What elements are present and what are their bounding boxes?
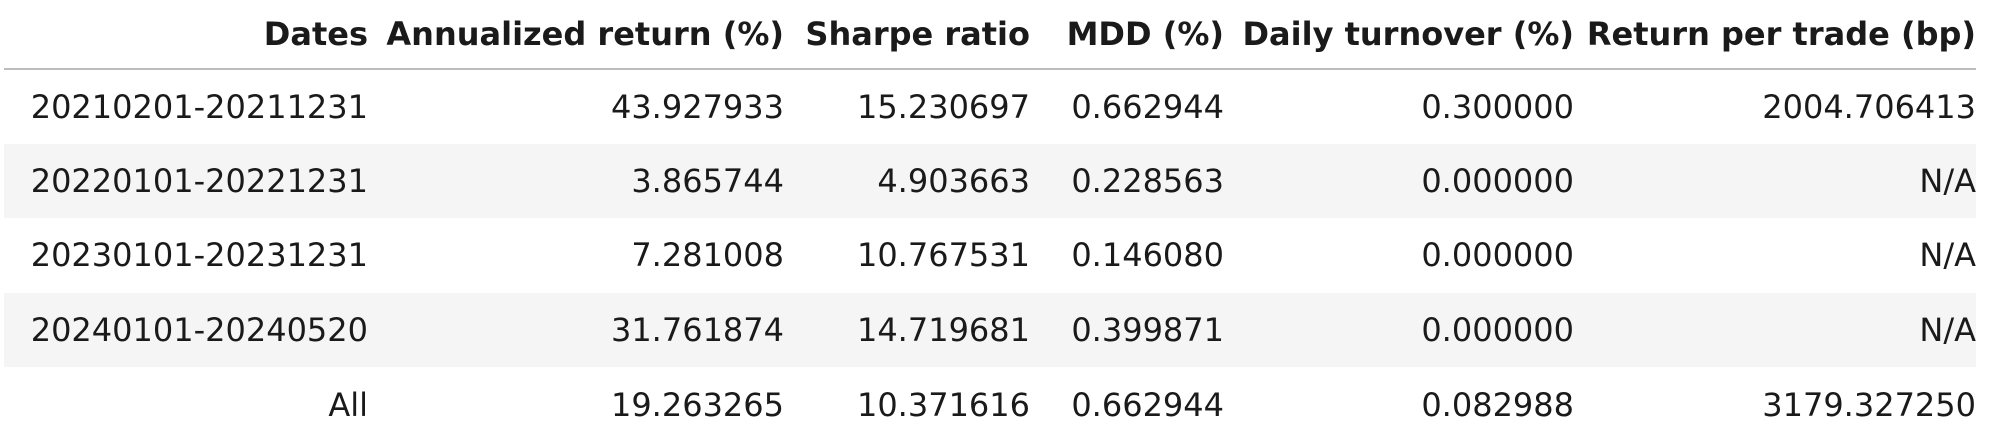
cell-sharpe-ratio: 10.371616 [856,385,1030,424]
cell-return-per-trade: N/A [1919,161,1976,200]
cell-mdd: 0.662944 [1071,87,1224,126]
header-annualized-return: Annualized return (%) [368,0,784,70]
header-daily-turnover: Daily turnover (%) [1224,0,1574,70]
cell-daily-turnover: 0.082988 [1421,385,1574,424]
table-body: 20210201-20211231 43.927933 15.230697 0.… [4,69,1976,442]
cell-return-per-trade: N/A [1919,311,1976,350]
cell-dates: All [328,385,368,424]
header-sharpe-ratio: Sharpe ratio [784,0,1030,70]
cell-annualized-return: 19.263265 [610,385,784,424]
cell-dates: 20230101-20231231 [30,236,368,275]
cell-daily-turnover: 0.000000 [1421,236,1574,275]
cell-dates: 20220101-20221231 [30,161,368,200]
table-header: Dates Annualized return (%) Sharpe ratio… [4,0,1976,70]
cell-mdd: 0.228563 [1071,161,1224,200]
cell-mdd: 0.399871 [1071,311,1224,350]
table-row: 20210201-20211231 43.927933 15.230697 0.… [4,69,1976,144]
cell-dates: 20210201-20211231 [30,87,368,126]
cell-daily-turnover: 0.000000 [1421,311,1574,350]
header-dates: Dates [4,0,368,70]
cell-sharpe-ratio: 10.767531 [856,236,1030,275]
header-mdd: MDD (%) [1030,0,1224,70]
cell-sharpe-ratio: 4.903663 [877,161,1030,200]
cell-return-per-trade: 3179.327250 [1762,385,1976,424]
table-row: 20220101-20221231 3.865744 4.903663 0.22… [4,143,1976,219]
cell-return-per-trade: 2004.706413 [1762,87,1976,126]
results-table: Dates Annualized return (%) Sharpe ratio… [4,0,1976,442]
cell-sharpe-ratio: 14.719681 [856,311,1030,350]
table-row: All 19.263265 10.371616 0.662944 0.08298… [4,367,1976,442]
header-row: Dates Annualized return (%) Sharpe ratio… [4,0,1976,70]
cell-annualized-return: 3.865744 [631,161,784,200]
cell-annualized-return: 31.761874 [610,311,784,350]
cell-return-per-trade: N/A [1919,236,1976,275]
cell-daily-turnover: 0.300000 [1421,87,1574,126]
cell-annualized-return: 7.281008 [631,236,784,275]
cell-mdd: 0.146080 [1071,236,1224,275]
header-return-per-trade: Return per trade (bp) [1574,0,1976,70]
cell-dates: 20240101-20240520 [30,311,368,350]
cell-annualized-return: 43.927933 [610,87,784,126]
table-row: 20230101-20231231 7.281008 10.767531 0.1… [4,218,1976,293]
cell-daily-turnover: 0.000000 [1421,161,1574,200]
cell-mdd: 0.662944 [1071,385,1224,424]
cell-sharpe-ratio: 15.230697 [856,87,1030,126]
table-row: 20240101-20240520 31.761874 14.719681 0.… [4,292,1976,368]
